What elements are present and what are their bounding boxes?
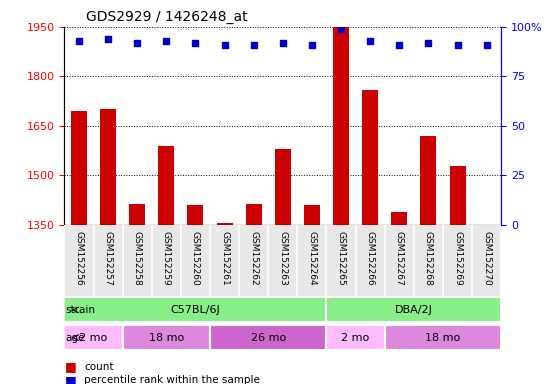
Point — [482, 41, 491, 48]
Bar — [246, 204, 262, 225]
Point — [307, 41, 316, 48]
Point — [191, 40, 200, 46]
Text: GDS2929 / 1426248_at: GDS2929 / 1426248_at — [86, 10, 248, 25]
Bar — [326, 298, 501, 322]
Bar — [450, 166, 465, 225]
Text: DBA/2J: DBA/2J — [395, 305, 433, 315]
Text: ■: ■ — [64, 374, 76, 384]
Point — [104, 36, 113, 42]
Text: 26 mo: 26 mo — [251, 333, 286, 343]
Point — [162, 38, 171, 44]
Point — [74, 38, 83, 44]
Text: GSM152260: GSM152260 — [191, 231, 200, 285]
Text: GSM152267: GSM152267 — [395, 231, 404, 285]
Point — [366, 38, 375, 44]
Text: GSM152264: GSM152264 — [307, 231, 316, 285]
Bar — [217, 223, 232, 225]
Bar — [326, 325, 385, 350]
Text: GSM152266: GSM152266 — [366, 231, 375, 285]
Bar — [385, 325, 501, 350]
Text: age: age — [65, 333, 85, 343]
Bar — [188, 205, 203, 225]
Bar — [391, 212, 407, 225]
Bar — [123, 325, 210, 350]
Text: ■: ■ — [64, 360, 76, 373]
Text: GSM152256: GSM152256 — [74, 231, 83, 285]
Bar — [362, 89, 378, 225]
Text: GSM152265: GSM152265 — [337, 231, 346, 285]
Bar — [304, 205, 320, 225]
Text: GSM152258: GSM152258 — [133, 231, 142, 285]
Point — [133, 40, 142, 46]
Text: count: count — [84, 362, 114, 372]
Bar — [64, 325, 123, 350]
Text: 2 mo: 2 mo — [80, 333, 108, 343]
Text: GSM152257: GSM152257 — [104, 231, 113, 285]
Bar — [333, 23, 349, 225]
Text: percentile rank within the sample: percentile rank within the sample — [84, 375, 260, 384]
Point — [220, 41, 229, 48]
Point — [453, 41, 462, 48]
Text: GSM152269: GSM152269 — [453, 231, 462, 285]
Point — [337, 26, 346, 32]
Text: 18 mo: 18 mo — [426, 333, 460, 343]
Bar — [158, 146, 174, 225]
Bar — [71, 111, 87, 225]
Text: GSM152270: GSM152270 — [482, 231, 491, 285]
Text: GSM152262: GSM152262 — [249, 231, 258, 285]
Bar — [275, 149, 291, 225]
Bar — [100, 109, 116, 225]
Text: GSM152259: GSM152259 — [162, 231, 171, 285]
Point — [395, 41, 404, 48]
Text: GSM152268: GSM152268 — [424, 231, 433, 285]
Text: GSM152263: GSM152263 — [278, 231, 287, 285]
Point — [424, 40, 433, 46]
Bar — [421, 136, 436, 225]
Bar — [64, 298, 326, 322]
Point — [249, 41, 258, 48]
Text: 18 mo: 18 mo — [149, 333, 184, 343]
Bar — [129, 204, 145, 225]
Text: C57BL/6J: C57BL/6J — [171, 305, 220, 315]
Bar — [210, 325, 326, 350]
Text: strain: strain — [65, 305, 95, 315]
Point — [278, 40, 287, 46]
Text: 2 mo: 2 mo — [342, 333, 370, 343]
Text: GSM152261: GSM152261 — [220, 231, 229, 285]
